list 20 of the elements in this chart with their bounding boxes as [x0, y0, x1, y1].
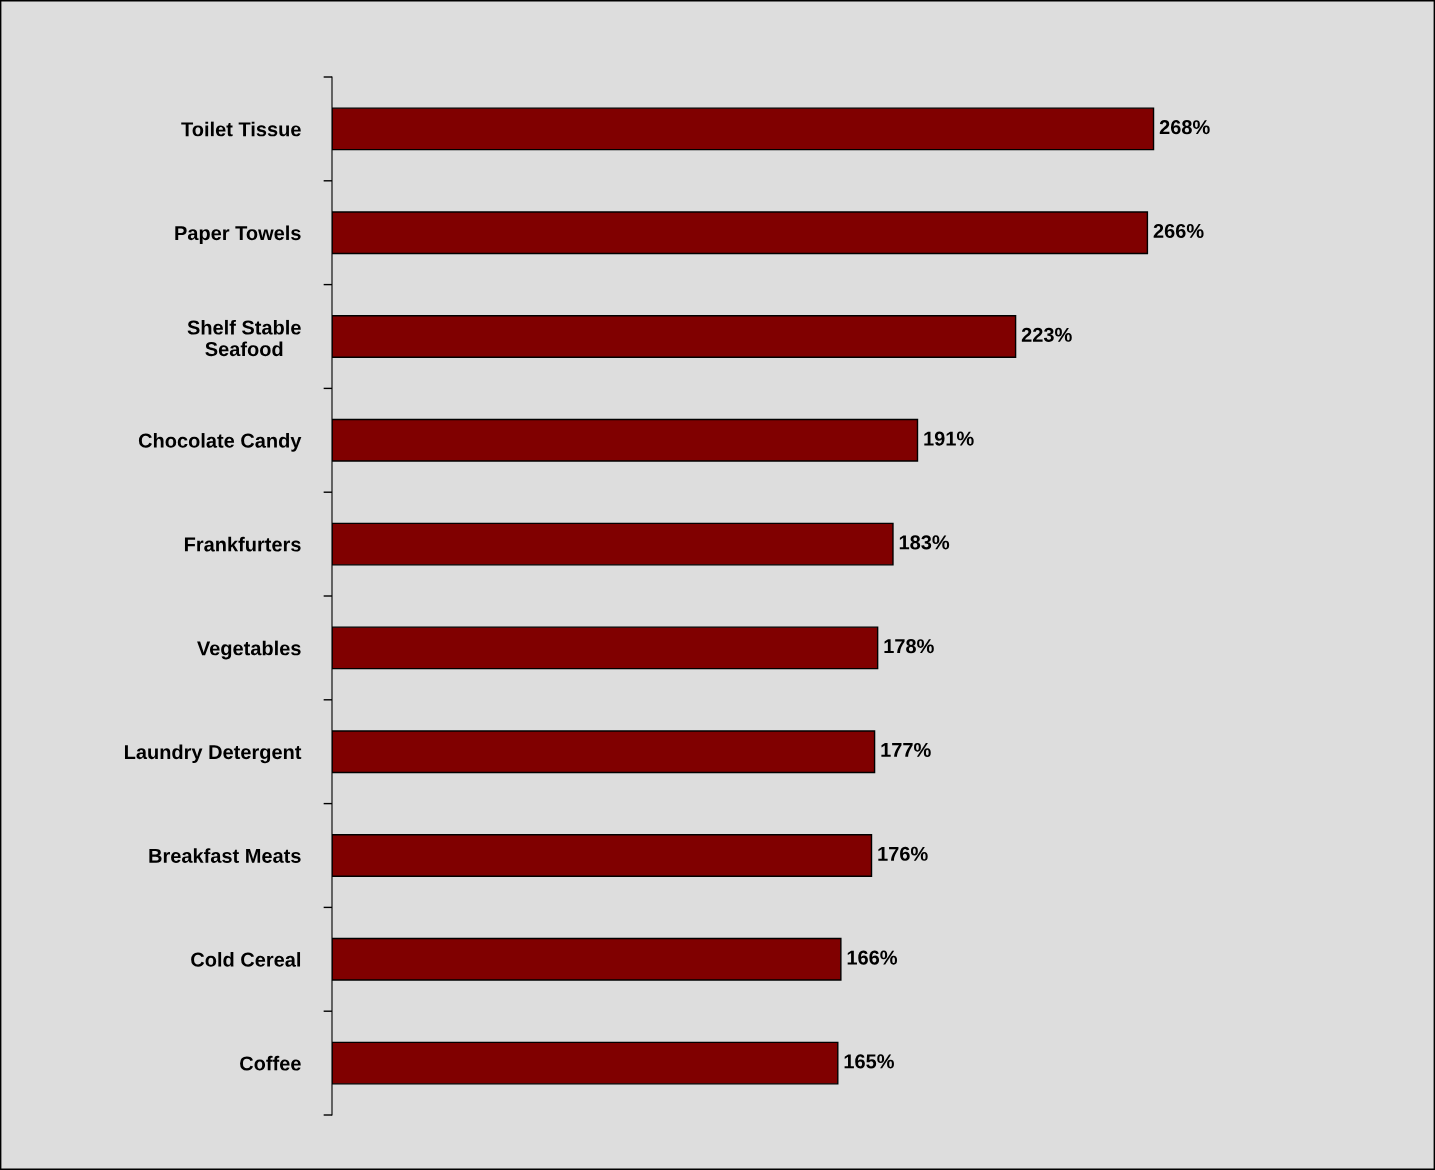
y-tick-label: Frankfurters: [184, 536, 301, 552]
y-tick-label: Toilet Tissue: [181, 121, 301, 137]
y-tick-label: Shelf Stable Seafood: [187, 319, 301, 357]
data-label: 266%: [1153, 223, 1204, 239]
data-label: 191%: [924, 431, 974, 446]
data-label: 166%: [847, 950, 898, 965]
y-tick-label: Paper Towels: [175, 225, 301, 245]
data-label: 183%: [899, 535, 950, 550]
data-label: 165%: [844, 1054, 894, 1069]
data-label: 223%: [1021, 327, 1072, 342]
data-label: 176%: [878, 846, 928, 861]
y-tick-label: Laundry Detergent: [124, 744, 302, 764]
data-label: 178%: [884, 639, 934, 654]
y-tick-label: Breakfast Meats: [149, 848, 301, 863]
y-tick-label: Cold Cereal: [191, 952, 301, 967]
data-label: 268%: [1159, 120, 1210, 135]
y-tick-label: Coffee: [240, 1055, 301, 1071]
data-label: 177%: [881, 742, 931, 758]
y-tick-label: Chocolate Candy: [138, 433, 302, 452]
y-tick-label: Vegetables: [197, 640, 301, 660]
